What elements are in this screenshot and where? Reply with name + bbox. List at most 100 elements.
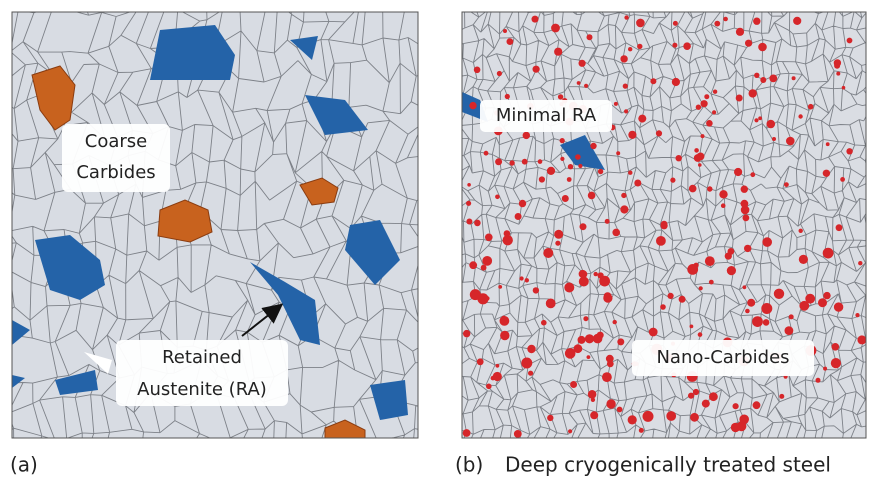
nano-carbide [554,230,563,239]
nano-carbide [484,151,489,156]
caption: Deep cryogenically treated steel [505,453,831,477]
nano-carbide [580,223,587,230]
nano-carbide [836,224,843,231]
nano-carbide [792,76,796,80]
nano-carbide [660,304,666,310]
nano-carbide [533,66,540,73]
nano-carbide [786,137,795,146]
nano-carbide [578,336,586,344]
nano-carbide [823,292,830,299]
nano-carbide [547,167,555,175]
nano-carbide [733,403,739,409]
nano-carbide [466,219,472,225]
nano-carbide [679,296,686,303]
nano-carbide [823,367,827,371]
nano-carbide [587,34,593,40]
nano-carbide [847,38,853,44]
nano-carbide [855,313,859,317]
annotation: Coarse [85,131,147,152]
nano-carbide [624,15,628,19]
nano-carbide [701,100,708,107]
nano-carbide [543,248,553,258]
nano-carbide [767,120,776,129]
nano-carbide [520,276,524,280]
nano-carbide [650,78,656,84]
nano-carbide [754,118,758,122]
nano-carbide [560,157,564,161]
nano-carbide [474,67,481,74]
nano-carbide [560,138,565,143]
nano-carbide [474,220,481,227]
nano-carbide [606,399,615,408]
nano-carbide [826,142,830,146]
nano-carbide [799,301,809,311]
nano-carbide [588,192,596,200]
nano-carbide [558,94,563,99]
annotation: Carbides [76,162,155,183]
nano-carbide [690,325,694,329]
nano-carbide [750,172,755,177]
nano-carbide [546,299,556,309]
nano-carbide [509,160,514,165]
nano-carbide [858,261,862,265]
nano-carbide [676,155,682,161]
nano-carbide [527,345,535,353]
nano-carbide [760,77,766,83]
annotation: Austenite (RA) [137,379,267,400]
nano-carbide [564,283,574,293]
nano-carbide [696,105,701,110]
nano-carbide [538,159,543,164]
nano-carbide [689,185,697,193]
nano-carbide [603,294,612,303]
nano-carbide [857,335,866,344]
nano-carbide [846,148,852,154]
nano-carbide [466,201,471,206]
nano-carbide [799,255,808,264]
nano-carbide [634,180,641,187]
nano-carbide [688,393,694,399]
nano-carbide [533,287,539,293]
nano-carbide [584,84,588,88]
nano-carbide [747,299,755,307]
nano-carbide [575,154,581,160]
nano-carbide [706,120,713,127]
nano-carbide [539,176,545,182]
nano-carbide [621,193,626,198]
nano-carbide [739,415,749,425]
nano-carbide [583,316,588,321]
nano-carbide [745,40,752,47]
nano-carbide [525,278,529,282]
nano-carbide [705,256,715,266]
nano-carbide [673,21,678,26]
nano-carbide [649,328,658,337]
nano-carbide [690,413,699,422]
nano-carbide [616,151,620,155]
nano-carbide [482,256,492,266]
nano-carbide [643,411,654,422]
nano-carbide [463,330,470,337]
nano-carbide [744,245,751,252]
nano-carbide [699,286,703,290]
nano-carbide [579,60,586,67]
nano-carbide [816,378,821,383]
nano-carbide [594,272,598,276]
nano-carbide [758,116,762,120]
nano-carbide [743,215,750,222]
nano-carbide [598,169,603,174]
nano-carbide [481,265,487,271]
nano-carbide [620,55,627,62]
nano-carbide [741,186,748,193]
nano-carbide [694,154,702,162]
nano-carbide [672,78,680,86]
nano-carbide [463,429,471,437]
nano-carbide [522,159,528,165]
panel-label: (b) [455,453,483,477]
nano-carbide [628,131,636,139]
nano-carbide [547,415,553,421]
nano-carbide [743,285,747,289]
nano-carbide [832,343,840,351]
nano-carbide [656,130,662,136]
nano-carbide [588,390,597,399]
nano-carbide [721,203,726,208]
nano-carbide [683,42,691,50]
